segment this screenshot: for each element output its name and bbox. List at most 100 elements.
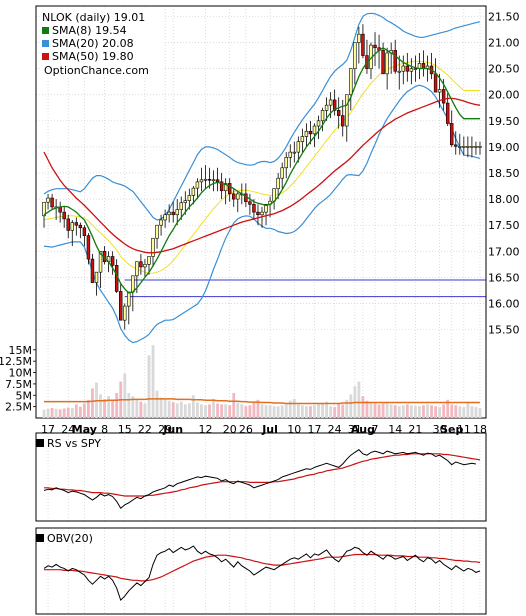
volume-bar — [135, 398, 139, 418]
volume-bar — [478, 408, 482, 418]
candle-body — [215, 179, 220, 183]
candle-body — [272, 188, 276, 202]
volume-bar — [434, 406, 437, 418]
candle-body — [207, 178, 212, 181]
volume-bar — [373, 403, 377, 418]
x-tick-label: 7 — [372, 423, 379, 436]
candle-body — [98, 250, 103, 273]
candle-body — [397, 70, 401, 73]
volume-bar — [82, 403, 86, 418]
volume-bar — [454, 405, 458, 418]
candle-body — [82, 227, 87, 236]
candle-body — [155, 224, 159, 239]
candle-body — [328, 99, 333, 106]
candle-body — [450, 123, 454, 146]
candle-body — [336, 110, 341, 116]
volume-bar — [78, 406, 82, 418]
x-tick-label: 10 — [287, 423, 301, 436]
candle-body — [324, 104, 329, 111]
volume-bar — [111, 400, 115, 418]
volume-bar — [87, 399, 90, 418]
candle-body — [276, 177, 280, 189]
volume-bar — [220, 404, 224, 418]
volume-bar — [422, 405, 425, 418]
candle-body — [312, 125, 317, 135]
volume-bar — [183, 404, 187, 418]
candle-body — [219, 181, 224, 192]
candle-body — [46, 197, 50, 203]
volume-bar — [458, 406, 462, 418]
volume-bar — [377, 404, 381, 418]
volume-bar — [381, 403, 385, 418]
candle-body — [373, 44, 377, 49]
x-tick-label: 26 — [239, 423, 253, 436]
volume-bar — [200, 404, 203, 418]
volume-bar — [450, 404, 454, 418]
volume-bar — [107, 396, 111, 418]
candle-body — [70, 222, 74, 231]
volume-bar — [438, 407, 442, 418]
candle-body — [78, 224, 83, 229]
obv-panel: OBV(20) — [35, 527, 487, 615]
volume-bar — [357, 381, 361, 418]
volume-bar — [292, 398, 296, 418]
price-tick-label: 16.50 — [488, 271, 520, 284]
candle-body — [381, 50, 385, 75]
candle-body — [441, 89, 446, 104]
candle-body — [227, 183, 232, 195]
volume-bar — [62, 408, 66, 418]
volume-bar — [405, 404, 409, 418]
volume-bar — [151, 345, 155, 418]
candle-body — [393, 50, 397, 72]
volume-bar — [385, 401, 389, 418]
price-tick-label: 19.50 — [488, 115, 520, 128]
legend-sma8: SMA(8) 19.54 — [52, 24, 127, 37]
x-tick-label: 18 — [473, 423, 487, 436]
volume-bar — [418, 406, 421, 418]
price-tick-label: 20.50 — [488, 63, 520, 76]
candle-body — [345, 94, 349, 127]
candle-body — [86, 235, 91, 260]
volume-bar — [127, 393, 131, 418]
candle-body — [454, 144, 458, 147]
candle-body — [413, 68, 418, 70]
volume-bar — [159, 397, 163, 418]
candle-body — [90, 258, 95, 283]
candle-body — [320, 110, 325, 122]
volume-bar — [325, 401, 328, 418]
volume-average-line — [44, 398, 480, 405]
volume-bar — [163, 398, 167, 418]
legend-source: OptionChance.com — [44, 64, 149, 77]
volume-bar — [317, 404, 320, 418]
price-tick-label: 20.00 — [488, 89, 520, 102]
sma50-line — [43, 97, 481, 254]
volume-bar — [240, 404, 244, 418]
volume-bar — [155, 390, 159, 418]
legend-sma50: SMA(50) 19.80 — [52, 50, 134, 63]
volume-bar — [296, 404, 300, 418]
x-tick-label: 8 — [101, 423, 108, 436]
volume-bar — [309, 406, 312, 418]
rs_panel-average-line — [44, 453, 481, 497]
volume-bar — [175, 403, 179, 418]
candle-body — [183, 200, 188, 204]
candle-body — [353, 42, 357, 69]
bollinger-upper-line — [43, 12, 481, 221]
x-tick-label: May — [72, 423, 97, 436]
volume-bar — [212, 398, 215, 418]
candle-body — [296, 141, 301, 153]
candle-body — [151, 237, 155, 257]
candle-body — [256, 211, 260, 216]
x-tick-label: 20 — [223, 423, 237, 436]
candle-body — [94, 271, 99, 283]
volume-bar — [276, 406, 280, 418]
candle-body — [127, 291, 131, 307]
legend-sma20: SMA(20) 20.08 — [52, 37, 134, 50]
candle-body — [252, 204, 256, 213]
volume-tick-label: 10M — [9, 367, 33, 380]
candle-body — [409, 68, 414, 72]
candle-body — [163, 214, 167, 221]
volume-bar — [409, 405, 413, 418]
candle-body — [316, 120, 321, 127]
